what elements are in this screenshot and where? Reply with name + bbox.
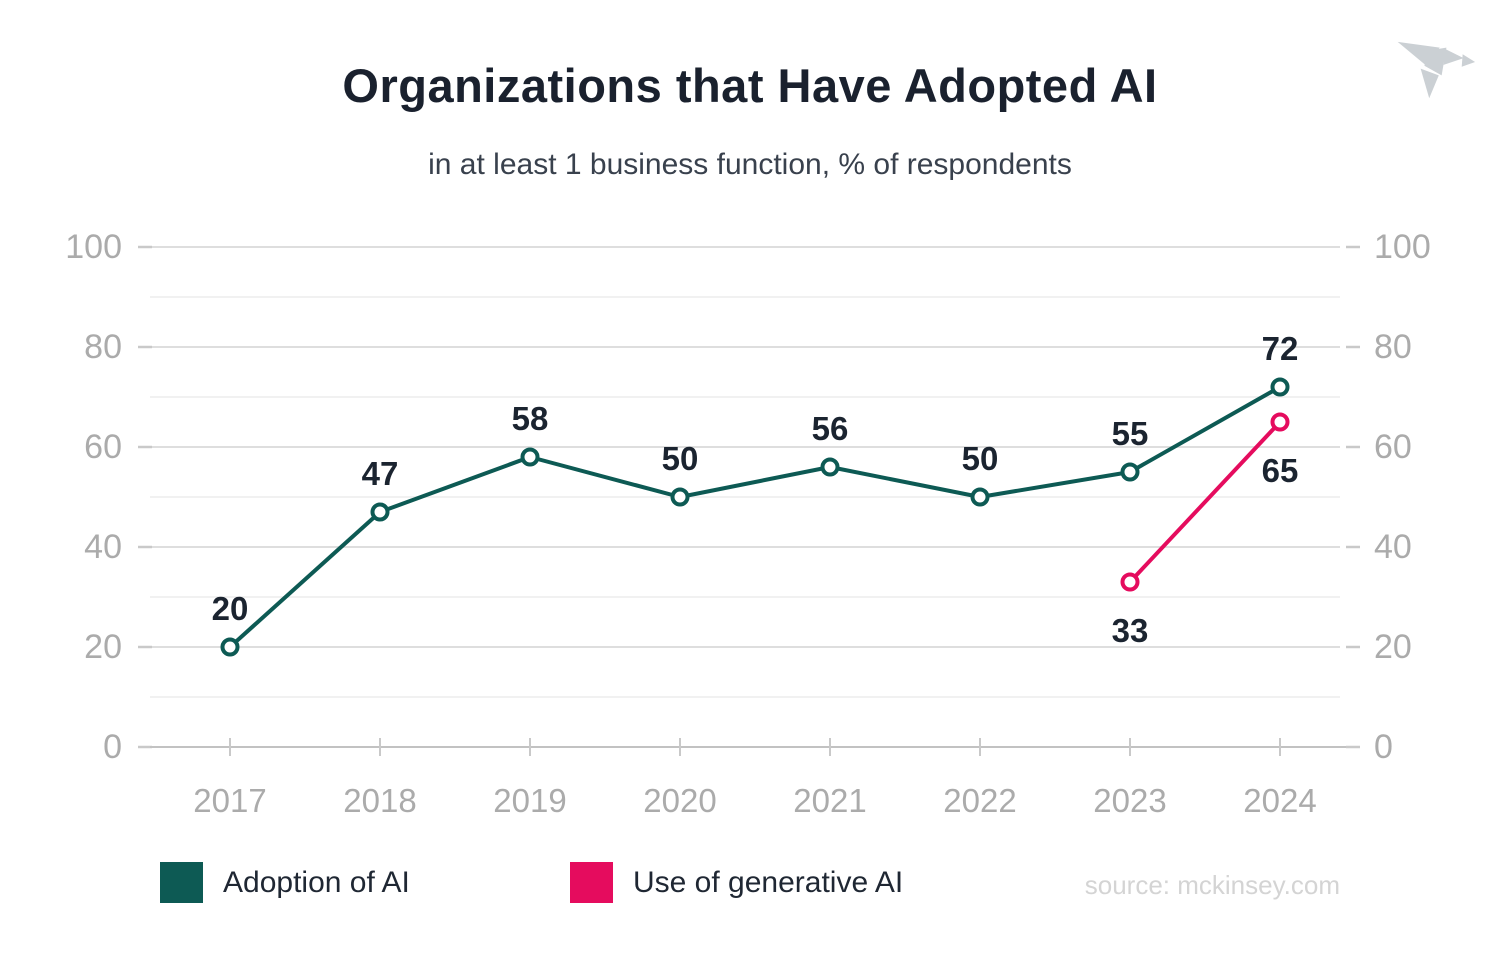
svg-text:100: 100 <box>1374 228 1431 266</box>
legend-item-use-of-generative-ai: Use of generative AI <box>570 862 903 903</box>
source-credit: source: mckinsey.com <box>1084 870 1340 900</box>
svg-text:60: 60 <box>84 428 122 466</box>
svg-text:50: 50 <box>962 440 999 477</box>
svg-text:0: 0 <box>103 728 122 766</box>
svg-text:56: 56 <box>812 410 849 447</box>
svg-text:100: 100 <box>65 228 122 266</box>
chart-title: Organizations that Have Adopted AI <box>342 59 1158 112</box>
svg-text:20: 20 <box>1374 628 1412 666</box>
svg-text:50: 50 <box>662 440 699 477</box>
svg-text:2024: 2024 <box>1243 782 1316 819</box>
svg-text:2017: 2017 <box>193 782 266 819</box>
svg-text:40: 40 <box>84 528 122 566</box>
svg-text:2019: 2019 <box>493 782 566 819</box>
legend-swatch-genai <box>570 862 613 903</box>
svg-text:80: 80 <box>1374 328 1412 366</box>
svg-text:60: 60 <box>1374 428 1412 466</box>
svg-text:2020: 2020 <box>643 782 716 819</box>
svg-text:72: 72 <box>1262 330 1299 367</box>
svg-text:2023: 2023 <box>1093 782 1166 819</box>
svg-text:40: 40 <box>1374 528 1412 566</box>
svg-text:55: 55 <box>1112 415 1149 452</box>
svg-text:65: 65 <box>1262 452 1299 489</box>
legend-swatch-adoption <box>160 862 203 903</box>
svg-text:47: 47 <box>362 455 399 492</box>
svg-text:20: 20 <box>212 590 249 627</box>
legend-label-adoption: Adoption of AI <box>223 865 410 899</box>
svg-text:2022: 2022 <box>943 782 1016 819</box>
svg-text:20: 20 <box>84 628 122 666</box>
legend-label-genai: Use of generative AI <box>633 865 904 899</box>
legend-item-adoption-of-ai: Adoption of AI <box>160 862 410 903</box>
svg-text:80: 80 <box>84 328 122 366</box>
svg-text:2021: 2021 <box>793 782 866 819</box>
svg-text:33: 33 <box>1112 612 1149 649</box>
origami-bird-logo <box>1397 41 1476 99</box>
svg-text:2018: 2018 <box>343 782 416 819</box>
svg-text:0: 0 <box>1374 728 1393 766</box>
chart-subtitle: in at least 1 business function, % of re… <box>428 148 1072 181</box>
svg-text:58: 58 <box>512 400 549 437</box>
